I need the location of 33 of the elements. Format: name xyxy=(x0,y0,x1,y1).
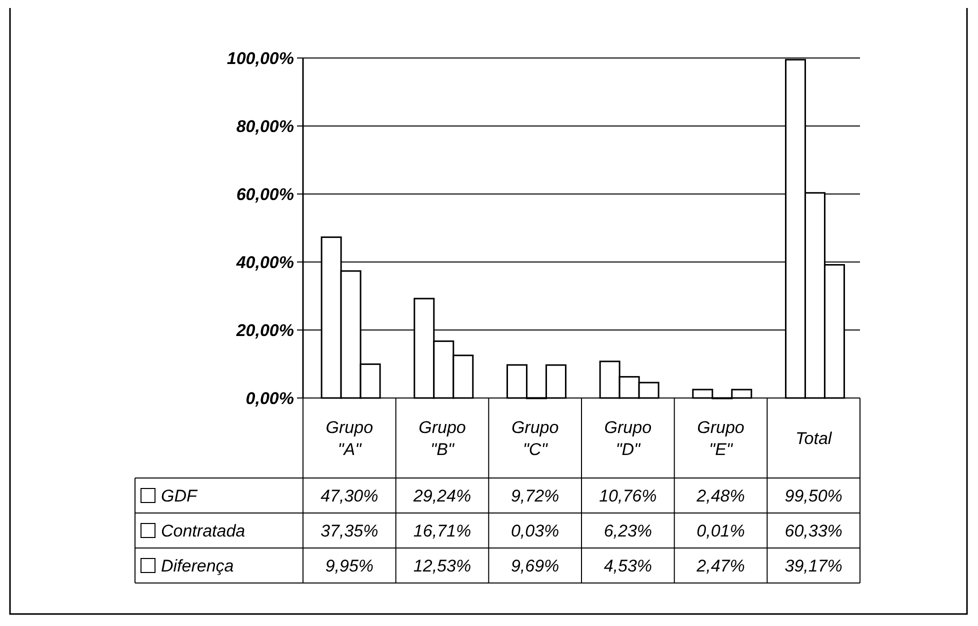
data-label: 12,53% xyxy=(413,556,472,576)
legend-label: Diferença xyxy=(161,556,234,576)
data-label: 2,48% xyxy=(696,486,745,506)
data-label: 16,71% xyxy=(413,521,472,540)
y-tick-label: 0,00% xyxy=(246,388,294,408)
data-label: 2,47% xyxy=(696,556,745,576)
x-tick-label: Grupo "D" xyxy=(604,418,652,460)
data-label: 39,17% xyxy=(784,556,842,576)
x-tick-label: Grupo "C" xyxy=(511,418,559,460)
data-label: 9,72% xyxy=(510,486,560,506)
data-label: 10,76% xyxy=(599,486,657,506)
y-tick-label: 20,00% xyxy=(235,320,294,340)
data-label: 0,03% xyxy=(510,521,560,540)
y-tick-label: 60,00% xyxy=(236,184,294,204)
data-label: 4,53% xyxy=(604,556,652,576)
x-tick-label: Grupo "E" xyxy=(697,418,744,460)
y-tick-label: 40,00% xyxy=(235,252,294,272)
y-tick-label: 100,00% xyxy=(226,48,294,68)
legend-label: GDF xyxy=(161,486,198,506)
x-tick-label: Grupo "B" xyxy=(418,418,466,460)
y-tick-label: 80,00% xyxy=(236,116,294,136)
data-label: 6,23% xyxy=(604,521,652,540)
data-label: 99,50% xyxy=(784,486,842,506)
data-label: 0,01% xyxy=(696,521,745,540)
data-label: 29,24% xyxy=(412,486,472,506)
x-tick-label: Total xyxy=(795,428,833,448)
data-label: 9,69% xyxy=(510,556,560,576)
x-tick-label: Grupo "A" xyxy=(326,418,374,460)
data-label: 37,35% xyxy=(320,521,378,540)
data-label: 9,95% xyxy=(325,556,374,576)
legend-label: Contratada xyxy=(161,521,246,540)
data-label: 60,33% xyxy=(784,521,842,540)
data-label: 47,30% xyxy=(320,486,378,506)
